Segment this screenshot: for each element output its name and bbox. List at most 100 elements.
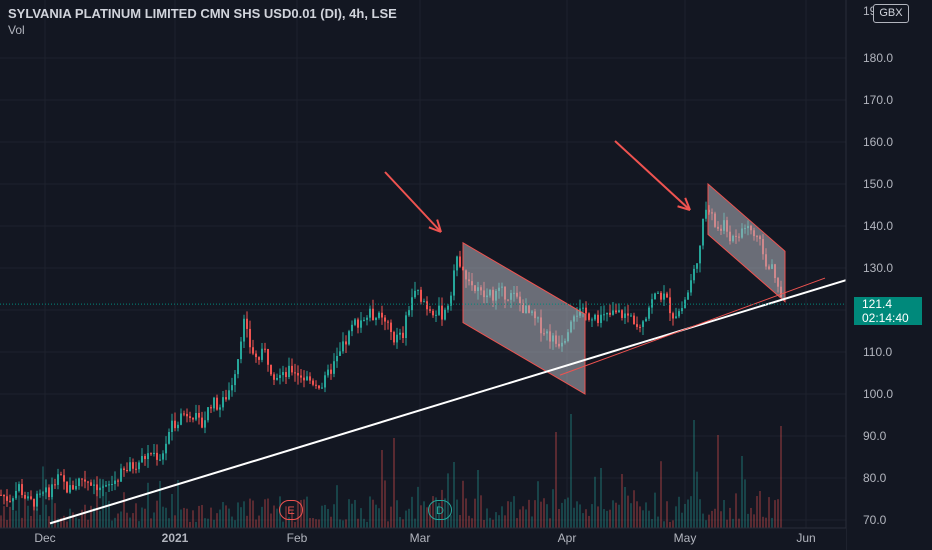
candle-body: [192, 417, 194, 420]
candle-body: [93, 484, 95, 486]
candle-body: [453, 270, 455, 296]
price-tick-label: 170.0: [863, 93, 893, 107]
volume-bar: [321, 505, 323, 528]
candle-body: [270, 364, 272, 375]
volume-bar: [318, 519, 320, 528]
volume-bar: [183, 507, 185, 528]
volume-bar: [450, 515, 452, 528]
volume-bar: [681, 512, 683, 528]
volume-bar: [717, 435, 719, 528]
candle-body: [180, 413, 182, 425]
volume-bar: [93, 507, 95, 528]
volume-bar: [591, 504, 593, 528]
candle-body: [111, 484, 113, 486]
volume-bar: [507, 501, 509, 528]
volume-bar: [114, 517, 116, 528]
arrow-shaft: [384, 171, 442, 233]
volume-bar: [228, 508, 230, 528]
volume-label: Vol: [8, 23, 25, 37]
current-price-tag: 121.4: [854, 297, 922, 312]
volume-bar: [72, 512, 74, 528]
volume-bar: [531, 516, 533, 528]
candle-body: [594, 314, 596, 320]
volume-bar: [420, 505, 422, 528]
candle-body: [456, 256, 458, 271]
candle-body: [417, 289, 419, 291]
volume-bar: [264, 499, 266, 528]
volume-bar: [687, 499, 689, 528]
price-axis: 70.080.090.0100.0110.0120.0130.0140.0150…: [845, 0, 932, 550]
volume-bar: [576, 501, 578, 528]
volume-bar: [54, 503, 56, 528]
candle-body: [348, 331, 350, 345]
candle-body: [330, 369, 332, 374]
candle-body: [327, 369, 329, 376]
candle-body: [30, 496, 32, 499]
candle-body: [645, 318, 647, 322]
volume-bar: [267, 498, 269, 528]
volume-bar: [333, 504, 335, 528]
candle-body: [234, 374, 236, 386]
volume-bar: [732, 518, 734, 528]
candle-body: [690, 280, 692, 293]
channel-2: [707, 182, 786, 303]
candle-body: [252, 347, 254, 354]
currency-button[interactable]: GBX: [873, 4, 909, 23]
volume-bar: [303, 499, 305, 528]
candle-body: [615, 310, 617, 313]
candle-body: [399, 332, 401, 335]
candle-body: [672, 313, 674, 319]
annotation-arrow-1: [384, 171, 442, 233]
candle-body: [138, 462, 140, 470]
volume-bar: [756, 496, 758, 528]
candle-body: [306, 376, 308, 381]
candle-body: [3, 494, 5, 497]
candle-body: [633, 315, 635, 325]
candle-body: [78, 478, 80, 486]
volume-bar: [498, 515, 500, 528]
volume-bar: [42, 466, 44, 528]
gridlines: [0, 0, 846, 528]
price-tick-label: 180.0: [863, 51, 893, 65]
dividend-marker[interactable]: D: [428, 500, 452, 520]
volume-bar: [453, 462, 455, 528]
candle-body: [663, 293, 665, 300]
volume-bar: [495, 512, 497, 528]
candle-body: [459, 256, 461, 267]
volume-bar: [690, 496, 692, 528]
volume-bar: [516, 518, 518, 528]
candle-body: [33, 498, 35, 507]
volume-bar: [138, 521, 140, 528]
volume-bar: [678, 496, 680, 528]
candle-body: [18, 484, 20, 491]
earnings-marker[interactable]: E: [279, 500, 303, 520]
candle-body: [321, 387, 323, 389]
candle-body: [630, 315, 632, 317]
candle-body: [621, 310, 623, 318]
time-tick-label: 2021: [162, 531, 189, 545]
candle-body: [345, 341, 347, 345]
candle-body: [687, 292, 689, 300]
volume-bar: [621, 474, 623, 528]
candle-body: [135, 468, 137, 470]
candle-body: [147, 453, 149, 460]
candle-body: [309, 376, 311, 381]
candle-body: [207, 407, 209, 421]
volume-bar: [663, 521, 665, 528]
secondary-trendline: [559, 277, 826, 376]
volume-bar: [627, 495, 629, 528]
volume-bar: [573, 507, 575, 528]
candle-body: [360, 320, 362, 328]
volume-bar: [51, 496, 53, 528]
candle-body: [651, 299, 653, 308]
candle-body: [591, 319, 593, 321]
arrow-head: [684, 197, 691, 211]
candle-body: [87, 481, 89, 483]
channel-1: [462, 241, 586, 395]
candle-body: [72, 485, 74, 490]
volume-bar: [375, 504, 377, 528]
volume-bar: [537, 481, 539, 528]
volume-bar: [729, 507, 731, 528]
volume-bar: [345, 519, 347, 528]
